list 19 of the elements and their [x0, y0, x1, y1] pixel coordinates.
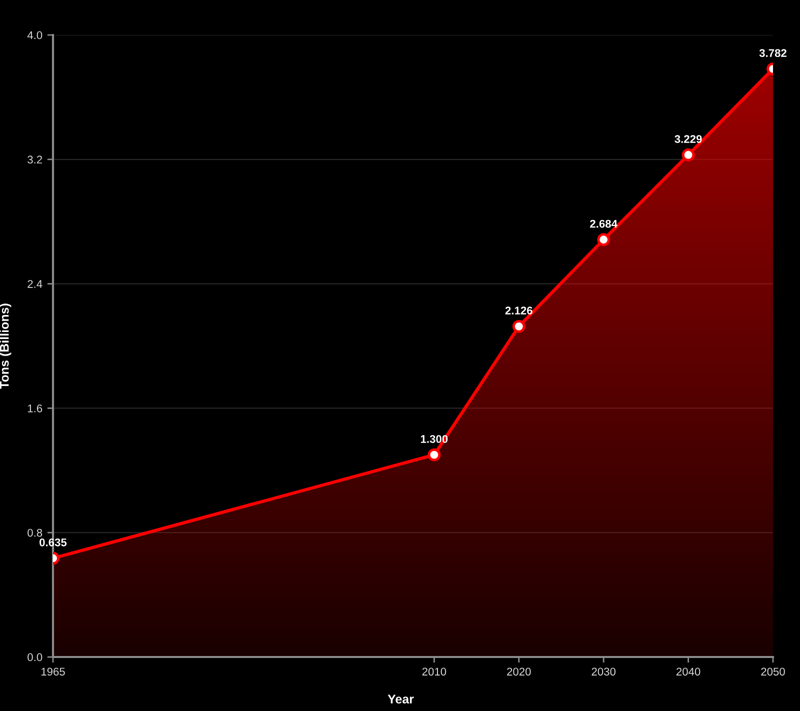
data-label: 2.684 — [590, 220, 618, 228]
y-axis-title: Tons (Billions) — [0, 304, 12, 389]
y-tick-label: 2.4 — [28, 280, 42, 288]
x-tick-label: 2010 — [422, 668, 446, 676]
data-label: 3.229 — [674, 135, 702, 143]
data-label: 0.635 — [40, 538, 67, 546]
y-tick-label: 1.6 — [28, 404, 42, 412]
y-tick-label: 4.0 — [27, 31, 42, 40]
x-tick-label: 2050 — [761, 668, 785, 676]
x-tick-label: 2040 — [676, 668, 700, 676]
x-tick-label: 2030 — [592, 668, 616, 676]
x-tick-label: 1965 — [41, 668, 65, 676]
data-label: 3.782 — [759, 49, 786, 57]
x-tick-label: 2020 — [507, 668, 531, 676]
y-tick-label: 3.2 — [28, 156, 42, 164]
x-axis-title: Year — [388, 694, 414, 704]
y-tick-label: 0.8 — [28, 528, 42, 537]
y-tick-label: 0.0 — [28, 653, 42, 662]
data-label: 2.126 — [505, 306, 532, 314]
